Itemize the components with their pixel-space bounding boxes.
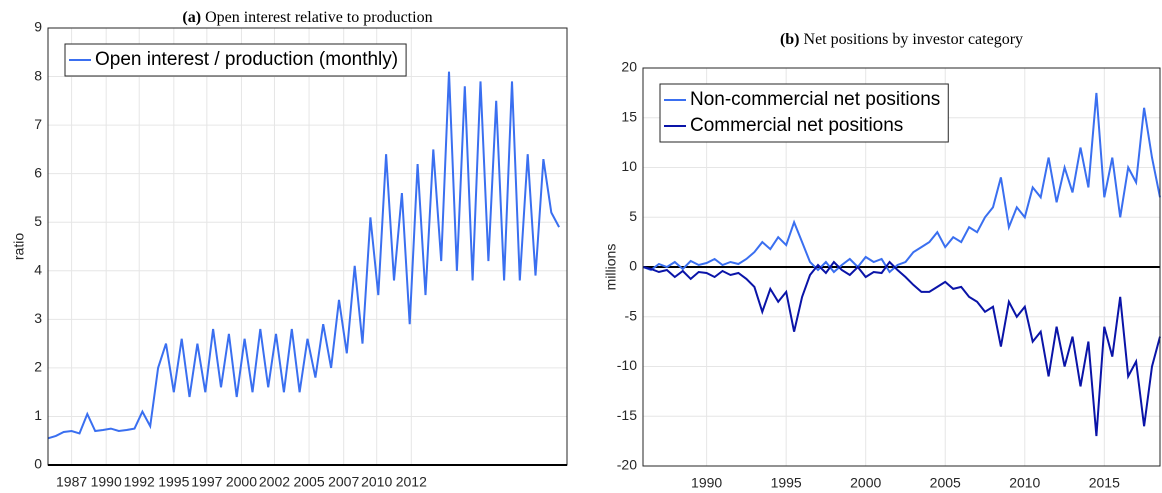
chart-panel: (a) Open interest relative to production… [11, 9, 568, 490]
x-tick-label: 2010 [361, 474, 392, 490]
y-tick-label: 3 [34, 310, 42, 326]
x-tick-label: 1990 [691, 475, 722, 491]
y-axis-label: ratio [11, 233, 27, 260]
y-tick-label: 5 [629, 208, 637, 224]
x-tick-label: 2000 [850, 475, 881, 491]
y-tick-label: 1 [34, 407, 42, 423]
y-tick-label: 9 [34, 19, 42, 35]
legend-label: Non-commercial net positions [690, 89, 940, 110]
legend-label: Commercial net positions [690, 115, 903, 136]
x-tick-label: 1987 [56, 474, 87, 490]
chart-panel: (b) Net positions by investor category -2… [603, 31, 1161, 491]
y-axis-label: millions [603, 244, 619, 291]
x-tick-label: 1990 [91, 474, 122, 490]
legend: Non-commercial net positions Commercial n… [659, 83, 949, 143]
chart-title: (a) Open interest relative to production [182, 9, 432, 26]
y-tick-label: 0 [629, 258, 637, 274]
x-tick-label: 2005 [293, 474, 324, 490]
data-line [642, 92, 1161, 274]
y-tick-label: 20 [621, 59, 637, 75]
x-tick-label: 2005 [930, 475, 961, 491]
x-tick-label: 1992 [124, 474, 155, 490]
y-tick-label: 2 [34, 359, 42, 375]
x-tick-label: 2002 [259, 474, 290, 490]
data-line [47, 71, 560, 440]
x-tick-label: 2015 [1089, 475, 1120, 491]
legend-label: Open interest / production (monthly) [95, 49, 398, 70]
y-tick-label: 4 [34, 261, 42, 277]
y-tick-label: 15 [621, 108, 637, 124]
legend: Open interest / production (monthly) [64, 43, 407, 77]
x-tick-label: 2007 [328, 474, 359, 490]
plot-frame [642, 67, 1161, 467]
x-tick-label: 1995 [771, 475, 802, 491]
legend-box [659, 83, 949, 143]
panel-label: (b) [780, 31, 800, 48]
data-line [642, 260, 1161, 437]
title-text: Open interest relative to production [205, 9, 432, 26]
y-tick-label: 10 [621, 158, 637, 174]
title-text: Net positions by investor category [804, 31, 1024, 48]
y-tick-label: -15 [617, 407, 637, 423]
y-tick-label: 0 [34, 456, 42, 472]
y-tick-label: 7 [34, 116, 42, 132]
x-tick-label: 1995 [158, 474, 189, 490]
y-tick-label: 8 [34, 67, 42, 83]
y-tick-label: -10 [617, 357, 637, 373]
y-tick-label: -5 [625, 307, 638, 323]
y-tick-label: 5 [34, 213, 42, 229]
x-tick-label: 1997 [191, 474, 222, 490]
x-tick-label: 2012 [396, 474, 427, 490]
panel-label: (a) [182, 9, 201, 26]
x-tick-label: 2000 [226, 474, 257, 490]
legend-box [64, 43, 407, 77]
x-tick-label: 2010 [1009, 475, 1040, 491]
y-tick-label: 6 [34, 164, 42, 180]
chart-title: (b) Net positions by investor category [780, 31, 1023, 48]
y-tick-label: -20 [617, 457, 637, 473]
